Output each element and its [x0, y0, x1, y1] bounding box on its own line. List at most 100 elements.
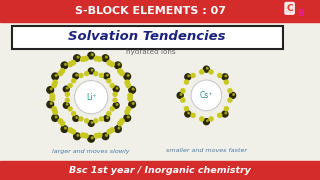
- Circle shape: [230, 92, 236, 98]
- Circle shape: [184, 80, 188, 84]
- Circle shape: [65, 92, 69, 96]
- Text: larger and moves slowly: larger and moves slowly: [52, 148, 130, 154]
- Circle shape: [110, 128, 114, 132]
- Circle shape: [84, 134, 88, 138]
- Circle shape: [66, 104, 68, 105]
- Circle shape: [68, 84, 72, 87]
- Circle shape: [74, 133, 80, 140]
- Circle shape: [126, 83, 131, 88]
- Circle shape: [68, 128, 73, 132]
- Circle shape: [104, 73, 109, 79]
- Circle shape: [185, 111, 191, 117]
- Circle shape: [204, 119, 209, 125]
- Circle shape: [72, 79, 76, 83]
- Circle shape: [110, 84, 114, 87]
- Circle shape: [52, 107, 56, 111]
- Text: hydrated ions: hydrated ions: [125, 49, 175, 55]
- Circle shape: [102, 133, 109, 140]
- Circle shape: [77, 134, 79, 136]
- Circle shape: [224, 80, 228, 84]
- Circle shape: [53, 110, 57, 114]
- Circle shape: [125, 110, 130, 114]
- Circle shape: [110, 62, 114, 67]
- Circle shape: [58, 71, 63, 76]
- Circle shape: [181, 98, 185, 102]
- Circle shape: [127, 116, 129, 118]
- Circle shape: [124, 115, 131, 121]
- Circle shape: [55, 75, 57, 76]
- Circle shape: [63, 86, 69, 92]
- Circle shape: [206, 120, 208, 122]
- Circle shape: [107, 60, 112, 65]
- Circle shape: [53, 80, 57, 85]
- Circle shape: [191, 113, 195, 117]
- Circle shape: [118, 121, 122, 126]
- Circle shape: [88, 52, 94, 59]
- Circle shape: [120, 119, 124, 123]
- Circle shape: [50, 88, 52, 90]
- Circle shape: [106, 56, 107, 58]
- Circle shape: [65, 98, 69, 102]
- Circle shape: [52, 83, 56, 88]
- Circle shape: [222, 74, 228, 80]
- Circle shape: [100, 117, 103, 121]
- Circle shape: [104, 116, 109, 121]
- Circle shape: [115, 126, 121, 132]
- Circle shape: [50, 93, 54, 98]
- Circle shape: [118, 63, 120, 65]
- Circle shape: [225, 75, 227, 77]
- Circle shape: [50, 96, 54, 101]
- Circle shape: [79, 73, 83, 77]
- Circle shape: [50, 102, 52, 104]
- Circle shape: [129, 101, 135, 108]
- Circle shape: [107, 112, 111, 116]
- Circle shape: [97, 133, 102, 138]
- Circle shape: [118, 69, 122, 73]
- Circle shape: [233, 94, 234, 95]
- Text: S-BLOCK ELEMENTS : 07: S-BLOCK ELEMENTS : 07: [75, 6, 226, 16]
- Circle shape: [228, 98, 232, 102]
- Circle shape: [91, 54, 93, 56]
- Circle shape: [76, 74, 77, 76]
- Circle shape: [128, 93, 132, 98]
- Circle shape: [116, 104, 118, 105]
- Circle shape: [209, 117, 213, 121]
- Circle shape: [94, 72, 98, 76]
- Circle shape: [91, 137, 93, 139]
- FancyBboxPatch shape: [12, 26, 283, 48]
- Circle shape: [188, 75, 189, 77]
- Circle shape: [113, 98, 117, 102]
- Circle shape: [228, 89, 232, 93]
- Circle shape: [88, 121, 94, 126]
- Circle shape: [181, 89, 185, 93]
- Text: Cs⁺: Cs⁺: [200, 91, 213, 100]
- Circle shape: [65, 63, 66, 65]
- Circle shape: [107, 129, 112, 134]
- Circle shape: [81, 57, 85, 61]
- Circle shape: [52, 73, 59, 80]
- Circle shape: [94, 119, 98, 123]
- Circle shape: [129, 87, 135, 93]
- Circle shape: [107, 79, 111, 83]
- Circle shape: [222, 111, 228, 117]
- Circle shape: [55, 116, 57, 118]
- Circle shape: [113, 102, 119, 108]
- Circle shape: [72, 112, 76, 116]
- Circle shape: [52, 115, 59, 121]
- Circle shape: [107, 117, 108, 118]
- Circle shape: [124, 73, 131, 80]
- Circle shape: [218, 73, 222, 77]
- Circle shape: [47, 101, 53, 108]
- Text: Li⁺: Li⁺: [86, 93, 97, 102]
- Text: Solvation Tendencies: Solvation Tendencies: [68, 30, 226, 44]
- Circle shape: [107, 74, 108, 76]
- Circle shape: [127, 75, 129, 76]
- Circle shape: [180, 94, 182, 95]
- Circle shape: [97, 57, 102, 61]
- Circle shape: [66, 87, 68, 89]
- Circle shape: [206, 68, 208, 69]
- Circle shape: [209, 70, 213, 74]
- Circle shape: [61, 126, 68, 132]
- Circle shape: [218, 113, 222, 117]
- Circle shape: [60, 69, 65, 73]
